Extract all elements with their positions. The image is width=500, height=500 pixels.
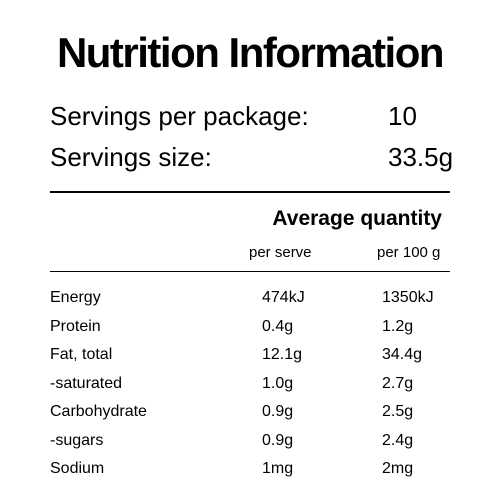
per-serve-value: 0.9g <box>262 403 294 420</box>
per-100g-value: 1.2g <box>382 317 414 335</box>
table-row: Sodium 1mg 2mg <box>50 455 450 484</box>
average-quantity-heading: Average quantity <box>272 207 442 230</box>
panel-title: Nutrition Information <box>56 29 445 76</box>
per-100g-value: 2.7g <box>382 374 414 392</box>
per-100g-value: 1350kJ <box>382 289 434 306</box>
nutrient-name: Energy <box>50 289 101 306</box>
per-serve-value: 12.1g <box>262 346 303 363</box>
per-100g-column-header: per 100 g <box>377 244 441 261</box>
per-serve-value: 0.4g <box>262 317 294 335</box>
nutrient-table: Energy 474kJ 1350kJ Protein 0.4g 1.2g Fa… <box>50 284 450 484</box>
table-row: -saturated 1.0g 2.7g <box>50 370 450 399</box>
per-100g-value: 2.5g <box>382 403 414 420</box>
nutrient-name: Protein <box>50 317 101 335</box>
servings-per-package-row: Servings per package: 10 <box>50 98 450 134</box>
nutrition-panel: Nutrition Information Servings per packa… <box>50 0 454 500</box>
table-row: Carbohydrate 0.9g 2.5g <box>50 398 450 427</box>
serving-size-row: Servings size: 33.5g <box>50 139 454 175</box>
per-100g-value: 34.4g <box>382 346 423 363</box>
table-row: Energy 474kJ 1350kJ <box>50 284 450 313</box>
per-serve-value: 1.0g <box>262 374 294 392</box>
per-serve-value: 0.9g <box>262 431 294 449</box>
nutrient-name: -sugars <box>50 431 104 449</box>
header-divider-rule <box>50 271 450 272</box>
nutrient-name: Fat, total <box>50 346 113 363</box>
per-serve-value: 474kJ <box>262 289 305 306</box>
table-row: Protein 0.4g 1.2g <box>50 313 450 342</box>
per-serve-value: 1mg <box>262 460 294 477</box>
nutrient-name: -saturated <box>50 374 123 392</box>
nutrient-name: Sodium <box>50 460 105 477</box>
servings-per-package-label: Servings per package: <box>50 101 309 131</box>
servings-per-package-value: 10 <box>388 101 417 131</box>
per-100g-value: 2mg <box>382 460 414 477</box>
serving-size-label: Servings size: <box>50 142 212 172</box>
serving-size-value: 33.5g <box>388 142 454 172</box>
divider-rule <box>50 191 450 193</box>
per-100g-value: 2.4g <box>382 431 414 449</box>
table-row: Fat, total 12.1g 34.4g <box>50 341 450 370</box>
table-row: -sugars 0.9g 2.4g <box>50 427 450 456</box>
per-serve-column-header: per serve <box>249 244 312 261</box>
nutrient-name: Carbohydrate <box>50 403 147 420</box>
